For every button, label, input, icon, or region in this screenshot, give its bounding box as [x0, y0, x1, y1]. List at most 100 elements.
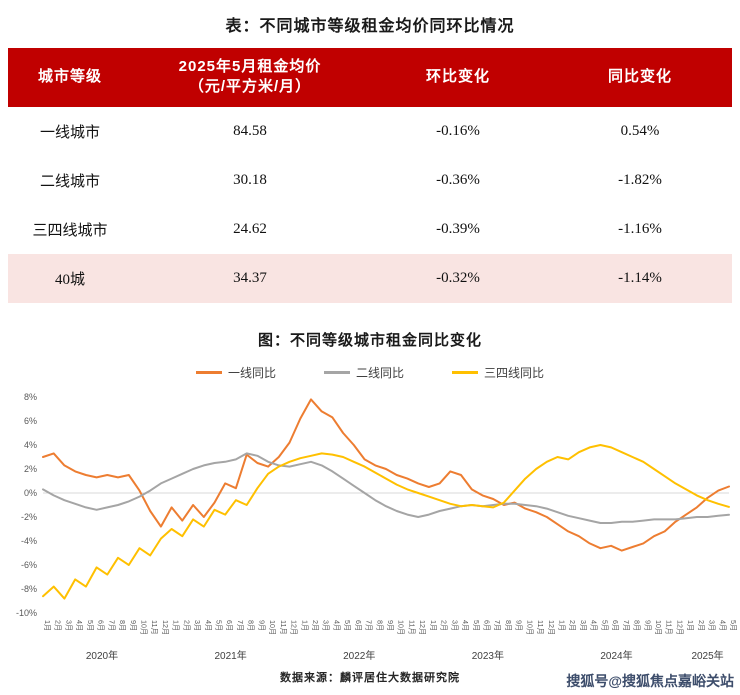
price-cell: 84.58 [233, 122, 267, 139]
x-tick-label: 6月 [97, 620, 106, 631]
x-tick-label: 8月 [504, 620, 513, 631]
x-tick-label: 1月 [300, 620, 309, 631]
x-tick-label: 9月 [129, 620, 138, 631]
x-tick-label: 11月 [279, 620, 288, 635]
mom-cell: -0.36% [436, 171, 480, 188]
price-cell: 34.37 [233, 269, 267, 286]
x-tick-label: 4月 [461, 620, 470, 631]
col-header-yoy: 同比变化 [548, 48, 732, 107]
x-tick-label: 1月 [686, 620, 695, 631]
year-label: 2024年 [600, 649, 632, 662]
rent-table: 城市等级 2025年5月租金均价 （元/平方米/月） 环比变化 同比变化 一线城… [8, 48, 732, 303]
y-tick-label: 8% [24, 392, 37, 402]
line-chart: 8%6%4%2%0%-2%-4%-6%-8%-10%1月 2月 3月 4月 5月 6月 7月… [16, 392, 737, 662]
y-tick-label: -6% [21, 560, 37, 570]
y-tick-label: 4% [24, 440, 37, 450]
x-tick-label: 5月 [729, 620, 737, 631]
watermark: 搜狐号@搜狐焦点嘉峪关站 [566, 673, 734, 689]
x-tick-label: 2月 [568, 620, 577, 631]
rent-table-header: 城市等级 2025年5月租金均价 （元/平方米/月） 环比变化 同比变化 [8, 48, 732, 107]
table-row: 二线城市 30.18 -0.36% -1.82% [8, 156, 732, 205]
legend-label: 二线同比 [355, 365, 404, 380]
x-tick-label: 2月 [697, 620, 706, 631]
y-tick-label: 0% [24, 488, 37, 498]
x-tick-label: 3月 [450, 620, 459, 631]
x-tick-label: 5月 [215, 620, 224, 631]
x-tick-label: 5月 [86, 620, 95, 631]
x-tick-label: 4月 [332, 620, 341, 631]
x-tick-label: 5月 [343, 620, 352, 631]
yoy-cell: -1.82% [618, 171, 662, 188]
x-tick-label: 7月 [107, 620, 116, 631]
series-line [42, 443, 730, 600]
x-tick-label: 6月 [354, 620, 363, 631]
x-tick-label: 1月 [558, 620, 567, 631]
tier-cell: 一线城市 [39, 124, 100, 141]
x-tick-label: 1月 [429, 620, 438, 631]
table-title: 表：不同城市等级租金均价同环比情况 [225, 18, 515, 35]
yoy-cell: -1.14% [618, 269, 662, 286]
x-tick-label: 2月 [54, 620, 63, 631]
y-tick-label: -8% [21, 584, 37, 594]
tier-cell: 二线城市 [39, 173, 100, 190]
x-tick-label: 7月 [622, 620, 631, 631]
mom-cell: -0.32% [436, 269, 480, 286]
x-tick-label: 9月 [643, 620, 652, 631]
chart-title: 图：不同等级城市租金同比变化 [257, 331, 482, 349]
rent-table-body: 一线城市 84.58 -0.16% 0.54% 二线城市 30.18 -0.36% -1.82… [8, 107, 732, 303]
x-tick-label: 6月 [611, 620, 620, 631]
price-cell: 30.18 [233, 171, 267, 188]
x-tick-label: 7月 [493, 620, 502, 631]
col-header-price-line2: （元/平方米/月） [188, 78, 312, 96]
tier-cell: 三四线城市 [32, 222, 108, 239]
x-tick-label: 2月 [311, 620, 320, 631]
y-tick-label: -10% [16, 608, 37, 618]
chart-legend: 一线同比 二线同比 三四线同比 [0, 364, 740, 381]
x-tick-label: 6月 [482, 620, 491, 631]
x-tick-label: 10月 [268, 620, 277, 635]
legend-item: 二线同比 [323, 364, 404, 381]
chart-area: 8% 6% 4% 2% 0% -2% -4% -6% -8% -10% 1月 2月 3月 4月 5月 6月 7月… [0, 387, 740, 667]
yoy-cell: 0.54% [620, 122, 660, 139]
table-row: 三四线城市 24.62 -0.39% -1.16% [8, 205, 732, 254]
x-tick-label: 11月 [665, 620, 674, 635]
x-tick-label: 1月 [43, 620, 52, 631]
x-tick-label: 12月 [675, 620, 684, 635]
x-tick-label: 11月 [536, 620, 545, 635]
x-tick-label: 3月 [322, 620, 331, 631]
col-header-price-line1: 2025年5月租金均价 [178, 58, 322, 75]
x-tick-label: 4月 [718, 620, 727, 631]
x-tick-label: 6月 [225, 620, 234, 631]
year-label: 2023年 [472, 649, 504, 662]
legend-line-swatch [452, 370, 478, 374]
legend-item: 一线同比 [195, 364, 276, 381]
year-label: 2020年 [86, 649, 118, 662]
col-header-price: 2025年5月租金均价 （元/平方米/月） [132, 48, 368, 107]
x-tick-label: 8月 [633, 620, 642, 631]
source-note: 数据来源：麟评居住大数据研究院 [280, 671, 460, 684]
x-tick-label: 8月 [118, 620, 127, 631]
x-tick-label: 9月 [386, 620, 395, 631]
table-row: 一线城市 84.58 -0.16% 0.54% [8, 107, 732, 156]
x-tick-label: 7月 [236, 620, 245, 631]
col-header-mom: 环比变化 [368, 48, 548, 107]
x-tick-label: 1月 [172, 620, 181, 631]
series-line [42, 451, 730, 524]
x-tick-label: 12月 [290, 620, 299, 635]
x-tick-label: 2月 [182, 620, 191, 631]
legend-item: 三四线同比 [452, 364, 544, 381]
x-tick-label: 10月 [525, 620, 534, 635]
x-tick-label: 5月 [472, 620, 481, 631]
x-tick-label: 11月 [407, 620, 416, 635]
x-tick-label: 4月 [590, 620, 599, 631]
x-tick-label: 10月 [139, 620, 148, 635]
x-tick-label: 10月 [654, 620, 663, 635]
table-row: 40城 34.37 -0.32% -1.14% [8, 253, 732, 303]
x-tick-label: 3月 [64, 620, 73, 631]
x-tick-label: 4月 [204, 620, 213, 631]
legend-line-swatch [195, 370, 222, 374]
x-tick-label: 12月 [418, 620, 427, 635]
y-tick-label: 2% [24, 464, 37, 474]
x-tick-label: 2月 [440, 620, 449, 631]
y-tick-label: -2% [21, 512, 37, 522]
